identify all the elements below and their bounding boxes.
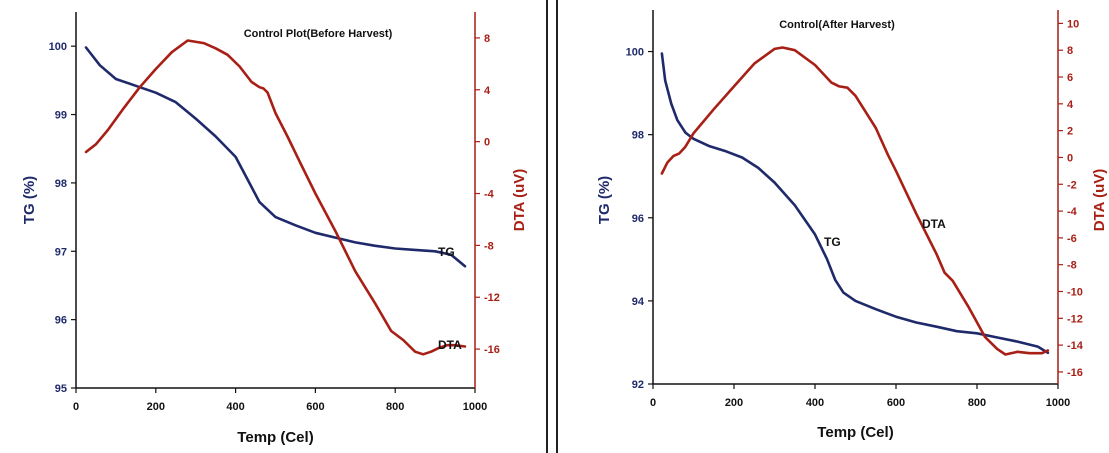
x-tick-label: 800 <box>386 401 404 413</box>
x-tick-label: 1000 <box>463 401 487 413</box>
x-tick-label: 200 <box>147 401 165 413</box>
x-tick-label: 600 <box>887 397 905 409</box>
y-right-tick-label: -14 <box>1067 340 1084 352</box>
y-left-tick-label: 100 <box>626 47 644 59</box>
series-line-tg <box>84 46 467 268</box>
y-right-tick-label: 6 <box>1067 72 1073 84</box>
x-tick-label: 0 <box>650 397 656 409</box>
y-right-tick-label: 0 <box>1067 152 1073 164</box>
x-axis-title: Temp (Cel) <box>237 429 313 446</box>
chart-title: Control(After Harvest) <box>779 19 895 31</box>
dta-curve-label: DTA <box>438 338 462 352</box>
x-tick-label: 600 <box>306 401 324 413</box>
y-right-tick-label: -8 <box>484 240 494 252</box>
y-right-tick-label: 4 <box>1067 99 1074 111</box>
y-right-tick-label: 2 <box>1067 126 1073 138</box>
y-right-tick-label: 4 <box>484 85 491 97</box>
series-line-tg <box>660 52 1050 355</box>
y-right-tick-label: -10 <box>1067 287 1083 299</box>
y-right-axis-title: DTA (uV) <box>511 169 528 231</box>
tg-curve-label: TG <box>824 235 841 249</box>
y-right-tick-label: -6 <box>1067 233 1077 245</box>
y-left-tick-label: 95 <box>55 383 67 395</box>
y-right-tick-label: -4 <box>1067 206 1078 218</box>
chart-before-harvest: 0 200 400 600 800 1000 95 96 97 98 99 100 8 4 0 -4 -8 -12… <box>21 12 528 446</box>
y-right-tick-label: 8 <box>1067 45 1073 57</box>
x-tick-label: 400 <box>226 401 244 413</box>
x-tick-label: 1000 <box>1046 397 1070 409</box>
y-right-tick-label: 8 <box>484 33 490 45</box>
y-right-tick-label: 0 <box>484 137 490 149</box>
y-left-axis-title: TG (%) <box>21 176 38 224</box>
y-left-tick-label: 94 <box>632 296 645 308</box>
x-tick-label: 0 <box>73 401 79 413</box>
y-right-tick-label: -8 <box>1067 260 1077 272</box>
x-tick-label: 800 <box>968 397 986 409</box>
y-left-tick-label: 99 <box>55 110 67 122</box>
y-left-tick-label: 98 <box>632 130 644 142</box>
y-right-tick-label: -16 <box>484 344 500 356</box>
y-left-tick-label: 97 <box>55 246 67 258</box>
y-left-tick-label: 96 <box>632 213 644 225</box>
y-right-tick-label: -2 <box>1067 179 1077 191</box>
y-right-tick-label: -12 <box>1067 313 1083 325</box>
series-line-dta <box>660 46 1050 356</box>
y-left-tick-label: 96 <box>55 315 67 327</box>
chart-after-harvest: 0 200 400 600 800 1000 92 94 96 98 100 10 8 6 4 2 0 -2 -4 -… <box>596 10 1108 441</box>
x-axis-title: Temp (Cel) <box>817 424 893 441</box>
y-left-tick-label: 92 <box>632 379 644 391</box>
y-right-tick-label: -4 <box>484 189 495 201</box>
y-right-tick-label: 10 <box>1067 18 1079 30</box>
x-tick-label: 200 <box>725 397 743 409</box>
chart-title: Control Plot(Before Harvest) <box>244 28 393 40</box>
tg-curve-label: TG <box>438 245 455 259</box>
y-right-tick-label: -16 <box>1067 367 1083 379</box>
y-right-tick-label: -12 <box>484 292 500 304</box>
y-left-axis-title: TG (%) <box>596 176 613 224</box>
y-right-axis-title: DTA (uV) <box>1091 169 1108 231</box>
dta-curve-label: DTA <box>922 217 946 231</box>
y-left-tick-label: 98 <box>55 178 67 190</box>
x-tick-label: 400 <box>806 397 824 409</box>
chart-panel-before-harvest: 0 200 400 600 800 1000 95 96 97 98 99 100 8 4 0 -4 -8 -12… <box>0 0 548 453</box>
series-line-dta <box>84 39 467 356</box>
chart-panel-after-harvest: 0 200 400 600 800 1000 92 94 96 98 100 10 8 6 4 2 0 -2 -4 -… <box>556 0 1109 453</box>
y-left-tick-label: 100 <box>49 41 67 53</box>
